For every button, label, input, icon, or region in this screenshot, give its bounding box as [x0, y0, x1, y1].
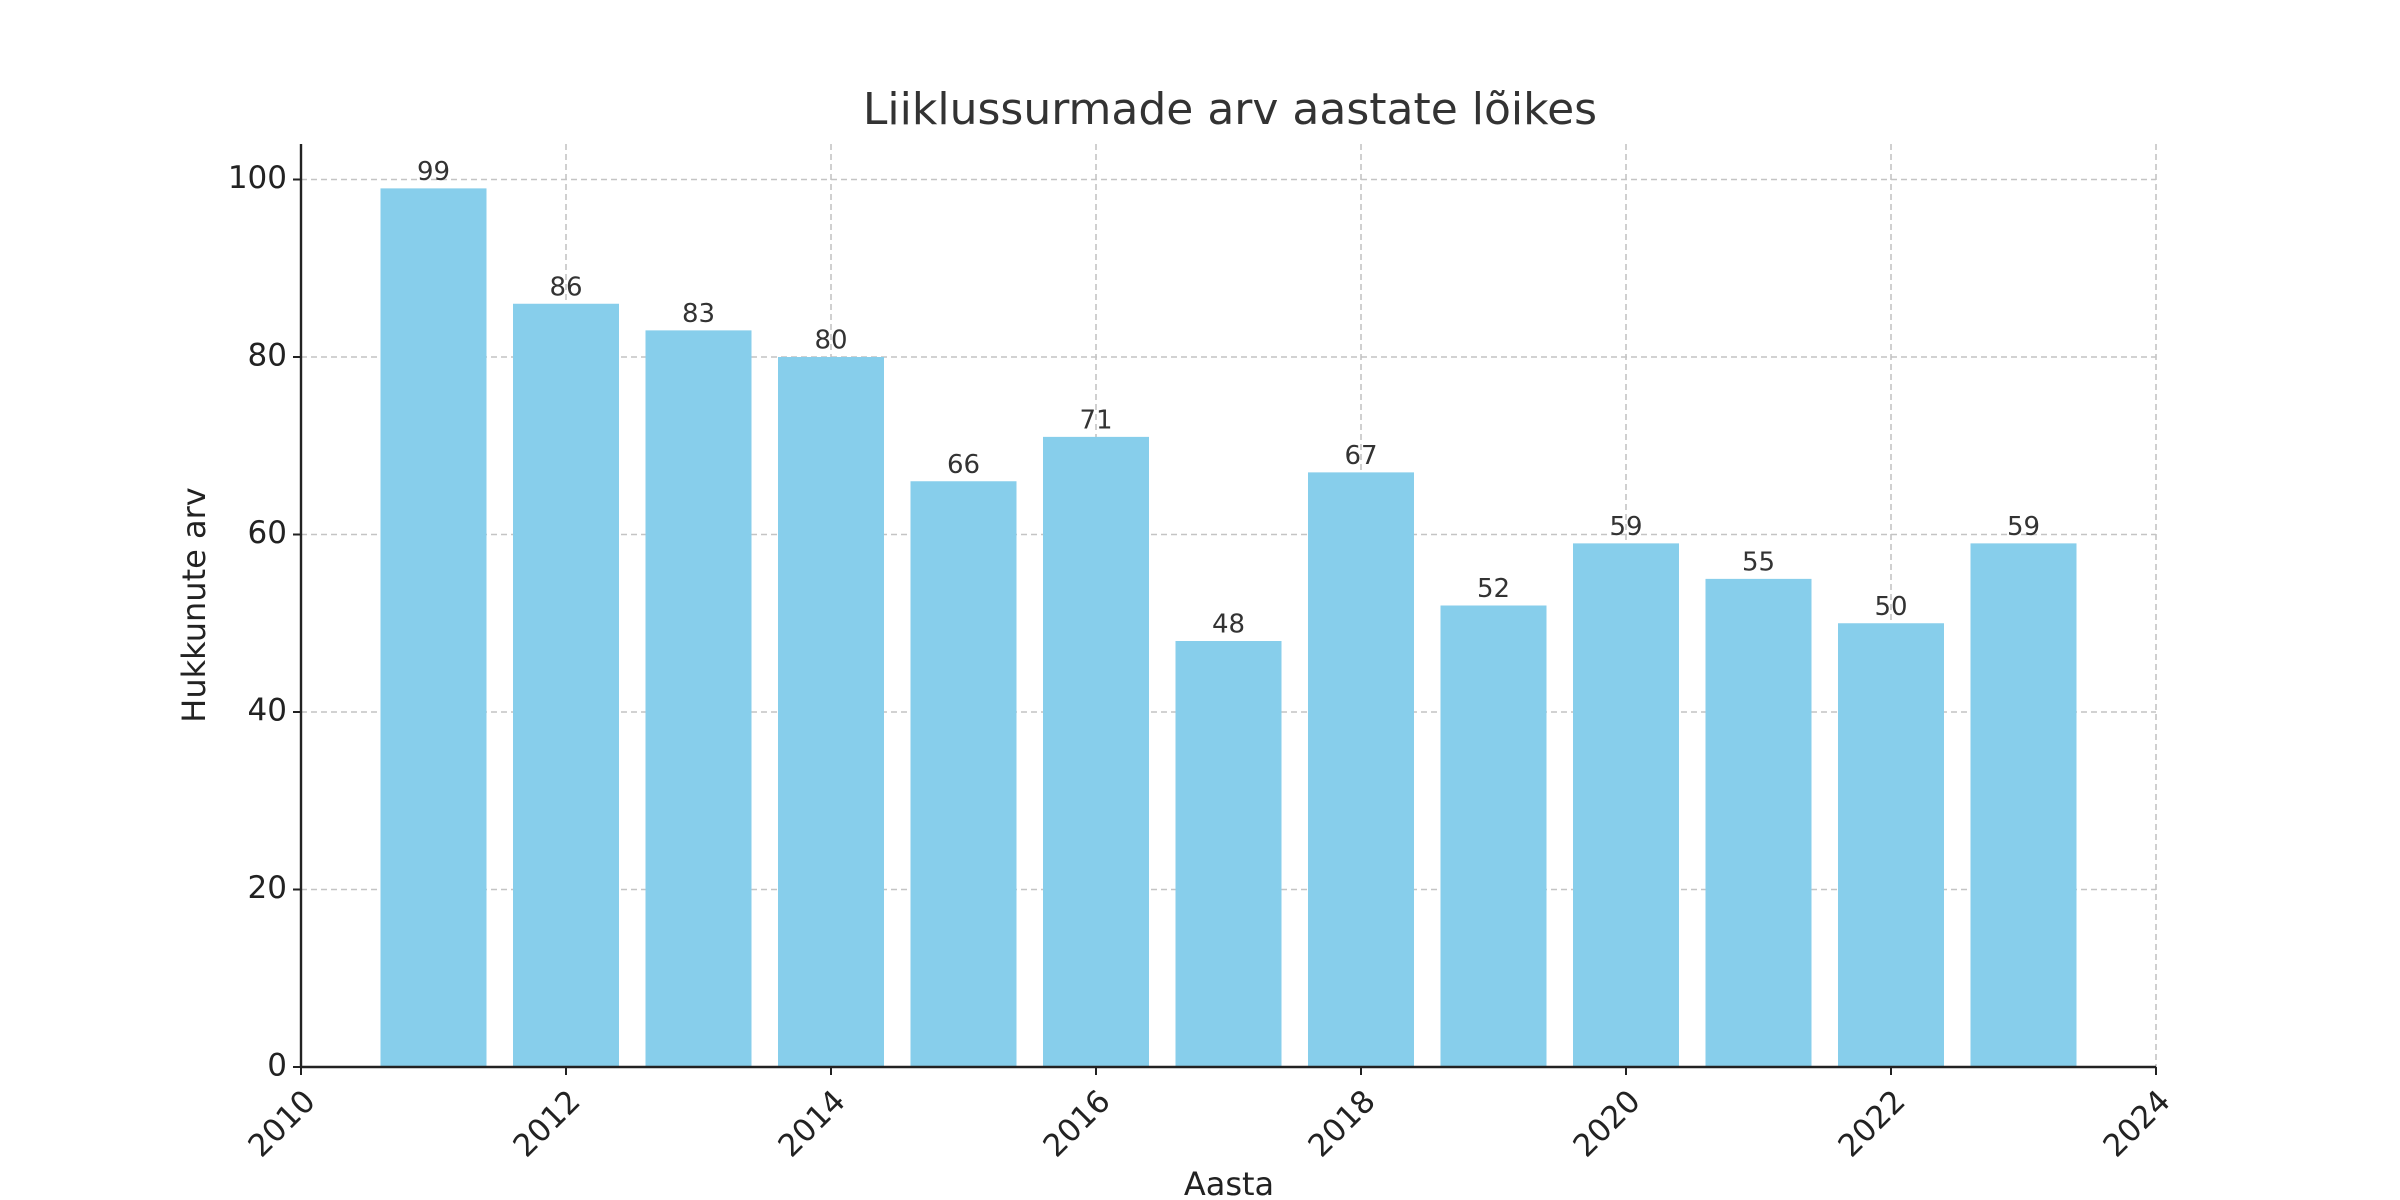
chart-title: Liiklussurmade arv aastate lõikes: [863, 84, 1597, 135]
value-label: 99: [417, 157, 450, 187]
bar: [645, 330, 752, 1067]
value-label: 59: [1609, 512, 1642, 542]
bar: [1440, 605, 1547, 1067]
y-axis-label: Hukkunute arv: [175, 487, 213, 722]
y-tick-label: 100: [228, 160, 287, 196]
y-tick-label: 40: [248, 693, 287, 729]
y-tick-label: 60: [248, 515, 287, 551]
x-tick-label: 2014: [771, 1083, 852, 1164]
x-axis-label: Aasta: [1184, 1165, 1274, 1200]
bar: [1043, 436, 1149, 1067]
value-label: 59: [2007, 512, 2040, 542]
value-label: 80: [814, 326, 847, 356]
bar: [1308, 472, 1414, 1067]
x-tick-label: 2010: [241, 1083, 322, 1164]
value-label: 52: [1477, 574, 1510, 604]
bar: [1175, 641, 1282, 1067]
y-tick-label: 80: [248, 338, 287, 374]
bar: [778, 357, 884, 1067]
bar: [380, 188, 487, 1067]
bar: [1573, 543, 1679, 1067]
y-tick-label: 20: [248, 870, 287, 906]
x-tick-label: 2024: [2096, 1083, 2177, 1164]
value-label: 66: [947, 450, 980, 480]
value-label: 83: [682, 299, 715, 329]
bar: [513, 303, 619, 1067]
bar: [1705, 578, 1812, 1067]
x-tick-label: 2012: [506, 1083, 587, 1164]
bar: [1838, 623, 1944, 1067]
value-label: 86: [549, 272, 582, 302]
value-label: 50: [1874, 592, 1907, 622]
bar: [910, 481, 1017, 1067]
bar: [1970, 543, 2077, 1067]
x-tick-label: 2018: [1301, 1083, 1382, 1164]
value-label: 55: [1742, 547, 1775, 577]
value-label: 48: [1212, 610, 1245, 640]
x-tick-label: 2016: [1036, 1083, 1117, 1164]
value-label: 71: [1079, 405, 1112, 435]
y-tick-label: 0: [267, 1048, 287, 1084]
value-label: 67: [1344, 441, 1377, 471]
x-tick-label: 2020: [1566, 1083, 1647, 1164]
x-tick-label: 2022: [1831, 1083, 1912, 1164]
